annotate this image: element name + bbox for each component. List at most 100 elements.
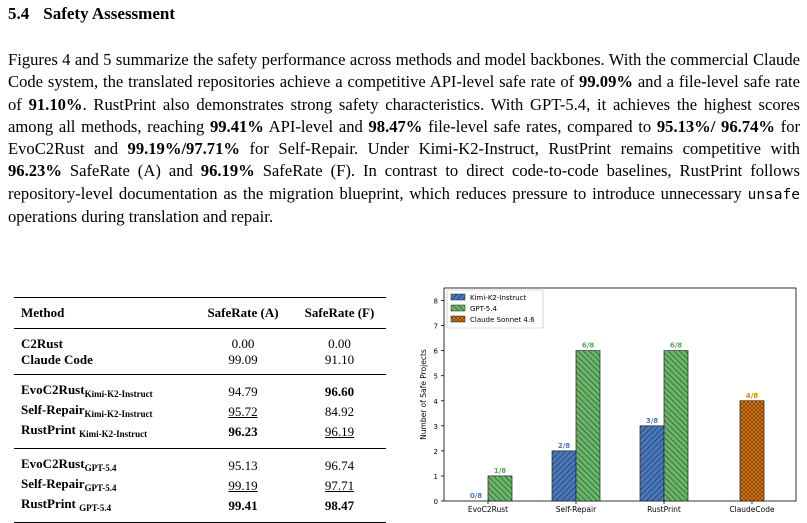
method-name: EvoC2Rust [21, 456, 85, 471]
bar-chart: 0 1 2 3 4 5 6 7 8 Number of Safe Projects 0/8 1/8 Ev… [419, 287, 797, 514]
inline-code: unsafe [747, 186, 800, 203]
bar [551, 450, 577, 502]
para-text: for Self-Repair. Under Kimi-K2-Instruct,… [240, 139, 800, 159]
row-a: 94.79 [228, 384, 258, 399]
method-name: RustPrint [21, 422, 80, 437]
y-tick-label: 3 [434, 423, 438, 431]
table-row: C2Rust 0.00 0.00 [14, 329, 386, 352]
row-f: 97.71 [324, 478, 355, 493]
row-f: 96.19 [324, 424, 355, 439]
y-tick-label: 8 [434, 298, 438, 306]
para-bold: 99.41% [209, 116, 264, 136]
para-text: and a file-level safe rate of [8, 72, 801, 114]
table-row: EvoC2RustKimi-K2-Instruct 94.79 96.60 [14, 375, 386, 402]
table-row: EvoC2RustGPT-5.4 95.13 96.74 [14, 449, 386, 476]
section-title: Safety Assessment [43, 4, 175, 23]
table-rule [14, 328, 386, 329]
plot-frame [443, 287, 797, 502]
para-text: Figures 4 and 5 summarize the safety per… [8, 50, 800, 92]
legend-swatch [450, 293, 466, 301]
bar [487, 475, 513, 502]
safe-projects-chart: 0 1 2 3 4 5 6 7 8 Number of Safe Projects 0/8 1/8 Ev… [412, 282, 802, 523]
para-bold: 99.19%/97.71% [127, 139, 240, 159]
row-a: 95.13 [228, 458, 258, 473]
bar [663, 350, 689, 502]
table-row: Claude Code 99.09 91.10 [14, 352, 386, 374]
data-label: 2/8 [558, 442, 570, 450]
legend-swatch [450, 315, 466, 323]
table-row: RustPrint Kimi-K2-Instruct 96.23 96.19 [14, 422, 386, 448]
table-header-row: Method SafeRate (A) SafeRate (F) [14, 298, 386, 328]
row-a: 99.41 [228, 498, 258, 513]
table-rule [14, 448, 386, 449]
row-method: RustPrint GPT-5.4 [14, 496, 193, 522]
row-method: Claude Code [21, 352, 93, 367]
y-axis-label: Number of Safe Projects [419, 349, 428, 440]
para-bold: 95.13%/ 96.74% [656, 116, 775, 136]
para-bold: 99.09% [579, 72, 633, 92]
row-f: 0.00 [328, 336, 351, 351]
row-method: C2Rust [21, 336, 63, 351]
y-tick-label: 4 [434, 398, 439, 406]
data-label: 4/8 [746, 392, 758, 400]
method-backbone: GPT-5.4 [79, 503, 112, 513]
para-bold: 98.47% [368, 116, 423, 136]
row-a: 95.72 [228, 404, 258, 419]
row-f: 91.10 [324, 352, 355, 367]
method-name: Self-Repair [21, 476, 85, 491]
row-a: 99.09 [228, 352, 258, 367]
table-row: RustPrint GPT-5.4 99.41 98.47 [14, 496, 386, 522]
row-f: 98.47 [324, 498, 355, 513]
method-backbone: GPT-5.4 [84, 463, 117, 473]
method-backbone: Kimi-K2-Instruct [79, 429, 148, 439]
para-text: operations during translation and repair… [8, 207, 273, 227]
x-tick-label: RustPrint [647, 505, 681, 514]
row-a: 0.00 [231, 336, 255, 351]
body-paragraph: Figures 4 and 5 summarize the safety per… [8, 49, 800, 228]
header-saferate-f: SafeRate (F) [304, 305, 375, 320]
safety-table: Method SafeRate (A) SafeRate (F) C2Rust … [14, 297, 386, 523]
section-heading: 5.4 Safety Assessment [8, 4, 175, 24]
method-backbone: Kimi-K2-Instruct [84, 389, 153, 399]
header-saferate-a: SafeRate (A) [207, 305, 279, 320]
legend-label: Claude Sonnet 4.6 [470, 316, 535, 324]
data-label: 1/8 [494, 467, 506, 475]
table-rule [14, 374, 386, 375]
row-f: 96.74 [324, 458, 355, 473]
y-tick-label: 0 [434, 498, 438, 506]
row-f: 96.60 [324, 384, 355, 399]
legend-box [446, 289, 544, 329]
method-name: RustPrint [21, 496, 80, 511]
method-name: Self-Repair [21, 402, 85, 417]
y-tick-label: 6 [434, 348, 439, 356]
para-text: SafeRate (F). In contrast to direct code… [8, 161, 801, 203]
para-bold: 96.23% [8, 161, 62, 181]
para-text: file-level safe rates, compared to [422, 116, 657, 136]
method-backbone: Kimi-K2-Instruct [84, 409, 153, 419]
para-text: API-level and [263, 116, 369, 136]
legend-label: GPT-5.4 [470, 305, 497, 313]
header-method: Method [21, 305, 65, 320]
row-a: 96.23 [228, 424, 258, 439]
row-method: RustPrint Kimi-K2-Instruct [14, 422, 193, 448]
method-name: EvoC2Rust [21, 382, 85, 397]
table-top-rule [14, 297, 386, 298]
y-tick-label: 2 [434, 448, 438, 456]
y-tick-label: 1 [434, 473, 438, 481]
x-tick-label: EvoC2Rust [468, 505, 508, 514]
para-bold: 91.10% [28, 94, 83, 114]
row-method: Self-RepairGPT-5.4 [14, 476, 193, 496]
data-label: 0/8 [470, 492, 482, 500]
table-row: Self-RepairKimi-K2-Instruct 95.72 84.92 [14, 402, 386, 422]
row-method: EvoC2RustKimi-K2-Instruct [14, 375, 193, 402]
para-text: for EvoC2Rust and [8, 116, 801, 159]
bar [739, 400, 765, 502]
legend-label: Kimi-K2-Instruct [470, 294, 526, 302]
para-text: . RustPrint also demonstrates strong saf… [8, 94, 800, 136]
row-method: Self-RepairKimi-K2-Instruct [14, 402, 193, 422]
data-label: 6/8 [582, 342, 594, 350]
method-backbone: GPT-5.4 [84, 483, 117, 493]
bar [575, 350, 601, 502]
section-number: 5.4 [8, 4, 30, 23]
table-row: Self-RepairGPT-5.4 99.19 97.71 [14, 476, 386, 496]
